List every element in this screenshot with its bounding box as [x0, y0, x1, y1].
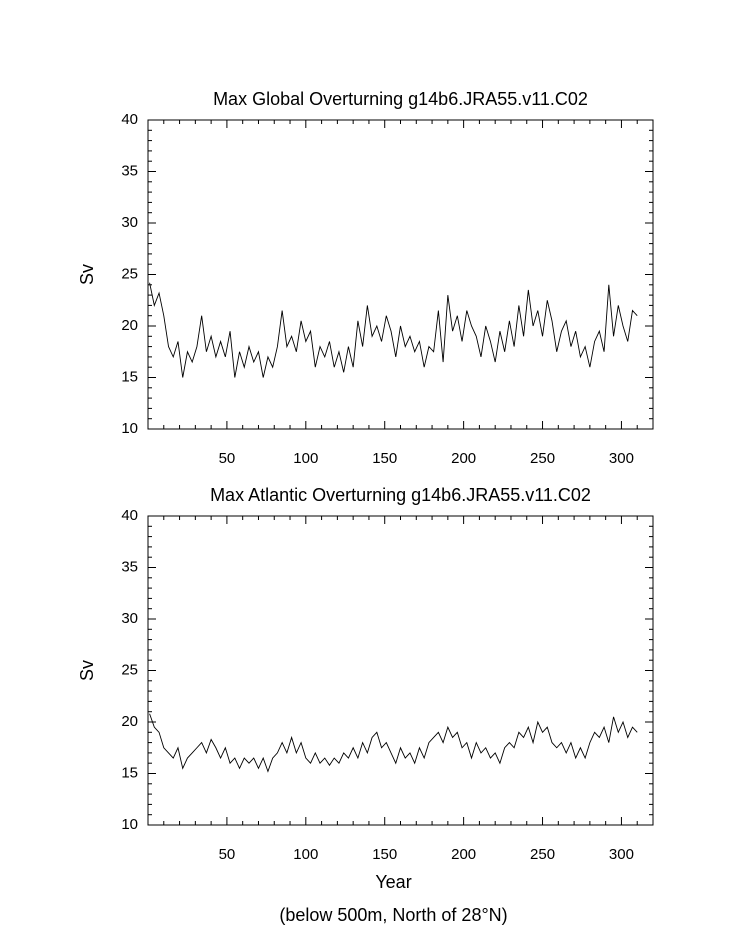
chart-title: Max Atlantic Overturning g14b6.JRA55.v11… [210, 485, 591, 505]
y-tick-label: 10 [121, 816, 138, 833]
x-tick-label: 50 [219, 846, 236, 863]
y-tick-label: 35 [121, 162, 138, 179]
x-tick-label: 100 [293, 450, 318, 467]
plot-frame [147, 515, 654, 826]
x-tick-label: 50 [219, 450, 236, 467]
y-axis-label: Sv [77, 264, 97, 285]
x-tick-label: 100 [293, 846, 318, 863]
y-tick-label: 15 [121, 764, 138, 781]
y-tick-label: 15 [121, 368, 138, 385]
data-line [149, 282, 638, 378]
y-tick-label: 25 [121, 265, 138, 282]
x-tick-label: 300 [609, 846, 634, 863]
chart-title: Max Global Overturning g14b6.JRA55.v11.C… [213, 89, 588, 109]
x-tick-label: 200 [451, 846, 476, 863]
x-tick-label: 150 [372, 450, 397, 467]
y-tick-label: 40 [121, 111, 138, 128]
y-tick-label: 25 [121, 661, 138, 678]
x-tick-label: 200 [451, 450, 476, 467]
y-axis-label: Sv [77, 660, 97, 681]
x-tick-label: 150 [372, 846, 397, 863]
note: (below 500m, North of 28°N) [279, 905, 507, 925]
x-tick-label: 250 [530, 450, 555, 467]
y-tick-label: 20 [121, 317, 138, 334]
x-tick-label: 300 [609, 450, 634, 467]
y-tick-label: 20 [121, 713, 138, 730]
y-tick-label: 10 [121, 420, 138, 437]
y-tick-label: 35 [121, 558, 138, 575]
x-axis-label: Year [375, 872, 411, 892]
data-line [149, 713, 638, 773]
plot-frame [147, 119, 654, 430]
y-tick-label: 40 [121, 507, 138, 524]
y-tick-label: 30 [121, 610, 138, 627]
y-tick-label: 30 [121, 214, 138, 231]
x-tick-label: 250 [530, 846, 555, 863]
